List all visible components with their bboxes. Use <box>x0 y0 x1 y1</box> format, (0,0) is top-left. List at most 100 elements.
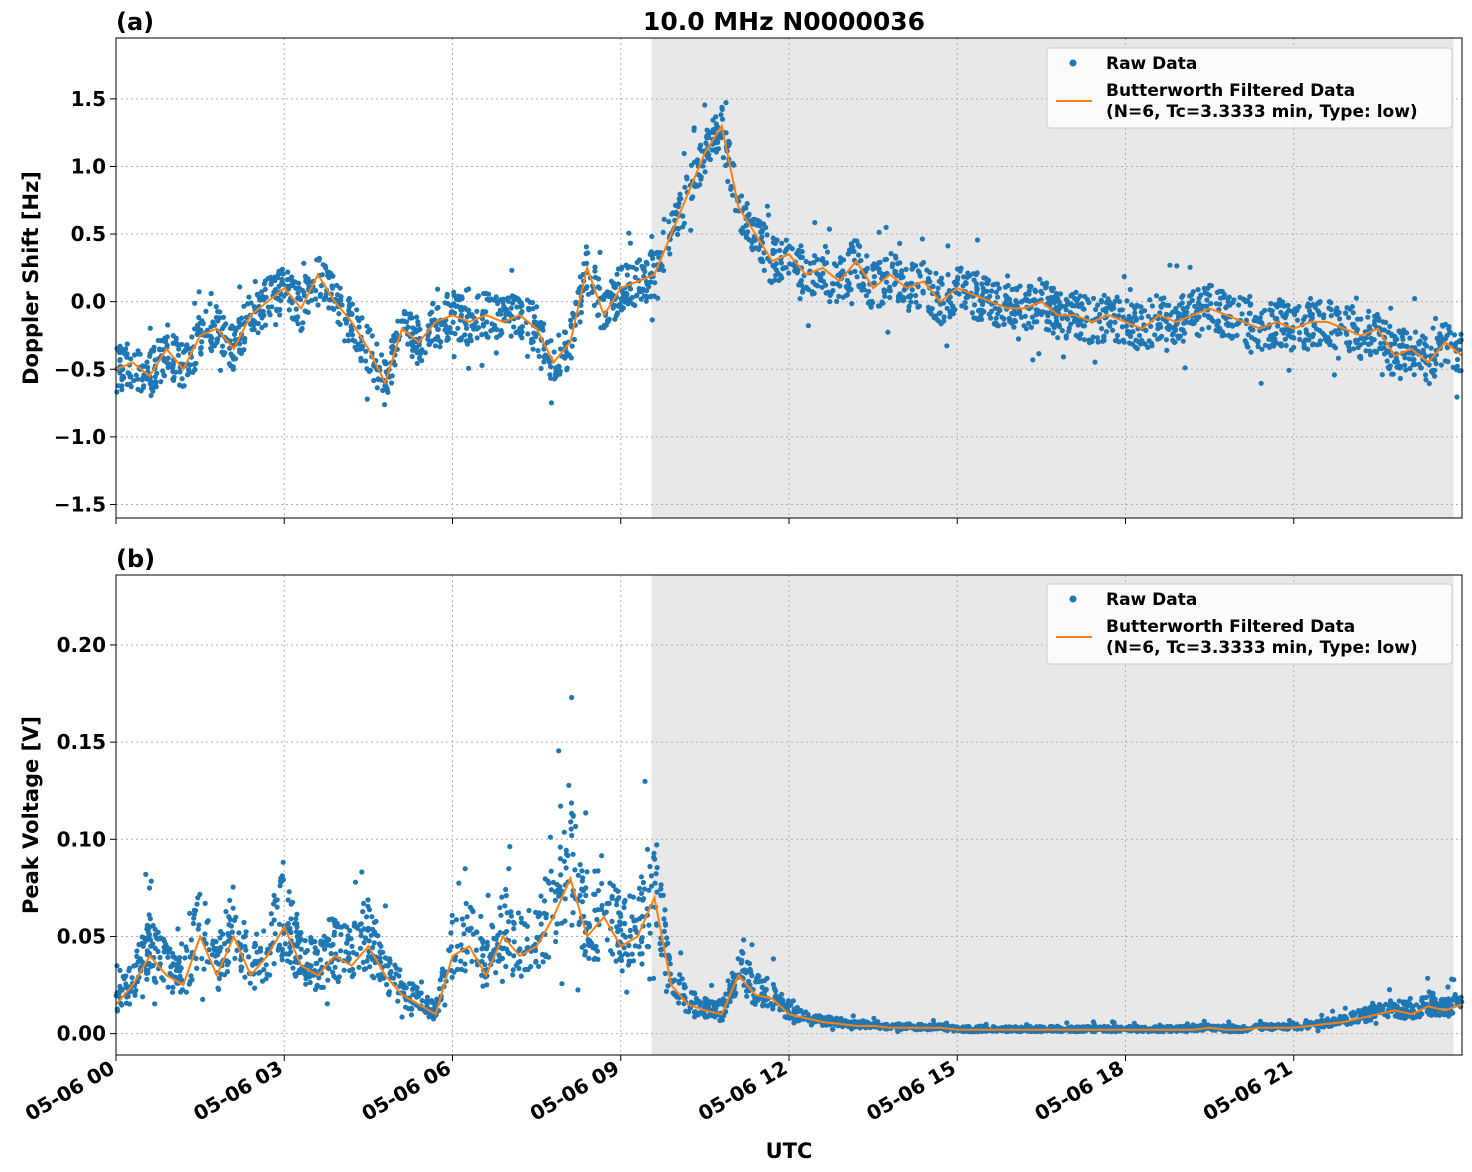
raw-data-point <box>1126 313 1132 319</box>
raw-data-point <box>836 293 842 299</box>
raw-data-point <box>171 377 177 383</box>
raw-data-point <box>713 114 719 120</box>
raw-data-point <box>316 255 322 261</box>
raw-data-point <box>1342 1005 1348 1011</box>
raw-data-point <box>591 302 598 308</box>
raw-data-point <box>557 371 563 377</box>
raw-data-point <box>1221 332 1227 338</box>
raw-data-point <box>1379 372 1385 378</box>
raw-data-point <box>380 387 386 394</box>
panel-a-doppler-shift: (a) −1.5−1.0−0.50.00.51.01.5 Doppler Shi… <box>19 8 1464 524</box>
raw-data-point <box>834 298 840 304</box>
raw-data-point <box>723 991 729 997</box>
raw-data-point <box>570 310 576 316</box>
raw-data-point <box>1099 326 1105 332</box>
raw-data-point <box>317 957 324 963</box>
raw-data-point <box>338 297 344 303</box>
raw-data-point <box>1248 301 1254 307</box>
raw-data-point <box>1289 308 1295 314</box>
raw-data-point <box>1059 328 1065 334</box>
raw-data-point <box>988 288 995 294</box>
raw-data-point <box>1114 332 1120 339</box>
raw-data-point <box>978 312 984 318</box>
raw-data-point <box>1344 331 1350 337</box>
raw-data-point <box>1294 307 1300 314</box>
raw-data-point <box>1272 315 1278 321</box>
raw-data-point <box>193 908 199 914</box>
raw-data-point <box>1180 306 1186 312</box>
raw-data-point <box>1410 351 1416 357</box>
raw-data-point <box>1157 310 1163 316</box>
raw-data-point <box>657 941 663 947</box>
raw-data-point <box>1093 306 1099 313</box>
raw-data-point <box>770 263 776 269</box>
raw-data-point <box>407 311 414 317</box>
raw-data-point <box>781 265 788 271</box>
raw-data-point <box>1164 347 1170 353</box>
raw-data-point <box>864 253 870 259</box>
raw-data-point <box>1056 324 1063 330</box>
raw-data-point <box>501 296 507 302</box>
raw-data-point <box>1437 331 1443 337</box>
raw-data-point <box>1373 349 1379 355</box>
raw-data-point <box>1255 318 1261 324</box>
raw-data-point <box>563 865 569 871</box>
raw-data-point <box>449 919 455 925</box>
raw-data-point <box>1005 282 1011 289</box>
raw-data-point <box>116 349 123 356</box>
raw-data-point <box>1092 359 1098 365</box>
raw-data-point <box>620 293 627 299</box>
raw-data-point <box>213 304 219 310</box>
raw-data-point <box>805 323 812 329</box>
raw-data-point <box>915 304 921 310</box>
raw-data-point <box>493 294 499 300</box>
raw-data-point <box>117 358 123 364</box>
raw-data-point <box>1277 302 1283 308</box>
raw-data-point <box>1321 315 1327 321</box>
raw-data-point <box>1410 357 1416 363</box>
raw-data-point <box>621 904 627 911</box>
raw-data-point <box>220 314 226 320</box>
raw-data-point <box>543 915 549 921</box>
raw-data-point <box>1045 295 1051 301</box>
raw-data-point <box>617 919 623 925</box>
raw-data-point <box>525 331 531 337</box>
raw-data-point <box>541 359 547 365</box>
raw-data-point <box>759 978 765 984</box>
raw-data-point <box>803 258 809 265</box>
raw-data-point <box>541 898 548 904</box>
raw-data-point <box>135 386 141 392</box>
raw-data-point <box>1283 310 1289 317</box>
y-tick-label: −0.5 <box>54 357 106 381</box>
raw-data-point <box>583 285 589 291</box>
raw-data-point <box>830 1026 836 1032</box>
raw-data-point <box>837 255 844 261</box>
raw-data-point <box>449 912 455 919</box>
raw-data-point <box>479 972 485 978</box>
raw-data-point <box>303 976 309 982</box>
raw-data-point <box>959 303 965 309</box>
raw-data-point <box>160 936 167 942</box>
raw-data-point <box>947 314 953 320</box>
raw-data-point <box>529 336 535 342</box>
raw-data-point <box>1247 310 1253 316</box>
raw-data-point <box>499 978 505 985</box>
raw-data-point <box>1219 288 1225 294</box>
raw-data-point <box>1107 323 1113 329</box>
raw-data-point <box>779 991 785 997</box>
raw-data-point <box>654 865 660 871</box>
raw-data-point <box>179 376 185 382</box>
raw-data-point <box>388 968 394 975</box>
raw-data-point <box>694 157 701 163</box>
raw-data-point <box>1397 363 1403 369</box>
raw-data-point <box>846 287 852 293</box>
raw-data-point <box>123 1000 129 1006</box>
raw-data-point <box>777 247 783 253</box>
raw-data-point <box>259 315 265 321</box>
raw-data-point <box>413 314 420 320</box>
raw-data-point <box>141 383 147 389</box>
raw-data-point <box>823 290 829 296</box>
raw-data-point <box>398 980 404 986</box>
raw-data-point <box>1060 354 1067 360</box>
raw-data-point <box>921 259 927 266</box>
